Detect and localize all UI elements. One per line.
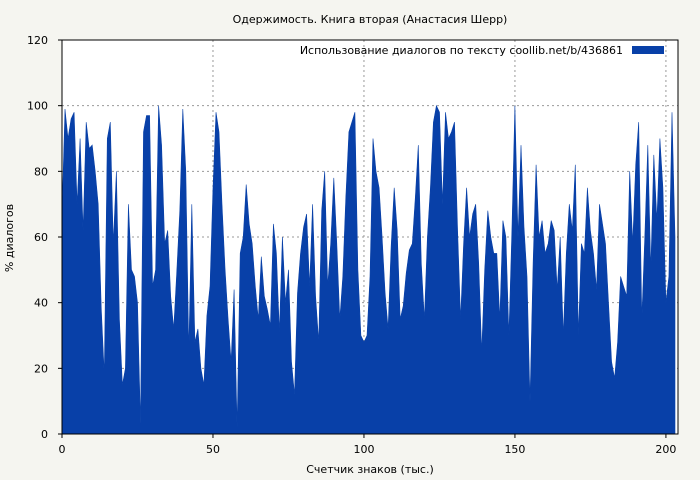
legend-label: Использование диалогов по тексту coollib… xyxy=(300,44,623,57)
y-tick-label: 20 xyxy=(34,362,48,375)
y-tick-label: 60 xyxy=(34,231,48,244)
x-tick-label: 0 xyxy=(59,443,66,456)
x-tick-label: 200 xyxy=(655,443,676,456)
x-tick-label: 100 xyxy=(353,443,374,456)
y-tick-label: 40 xyxy=(34,297,48,310)
x-tick-label: 150 xyxy=(504,443,525,456)
y-tick-label: 120 xyxy=(27,34,48,47)
legend-swatch xyxy=(632,46,664,54)
chart-title: Одержимость. Книга вторая (Анастасия Шер… xyxy=(233,13,508,26)
y-tick-label: 100 xyxy=(27,100,48,113)
y-tick-label: 80 xyxy=(34,165,48,178)
y-tick-label: 0 xyxy=(41,428,48,441)
y-axis-label: % диалогов xyxy=(3,204,16,272)
x-axis-label: Счетчик знаков (тыс.) xyxy=(306,463,434,476)
axes xyxy=(58,39,679,438)
dialog-usage-area xyxy=(61,104,676,435)
legend: Использование диалогов по тексту coollib… xyxy=(300,44,664,57)
tick-labels: 0 50 100 150 200 0 20 40 60 80 100 120 xyxy=(27,34,676,456)
x-tick-label: 50 xyxy=(206,443,220,456)
